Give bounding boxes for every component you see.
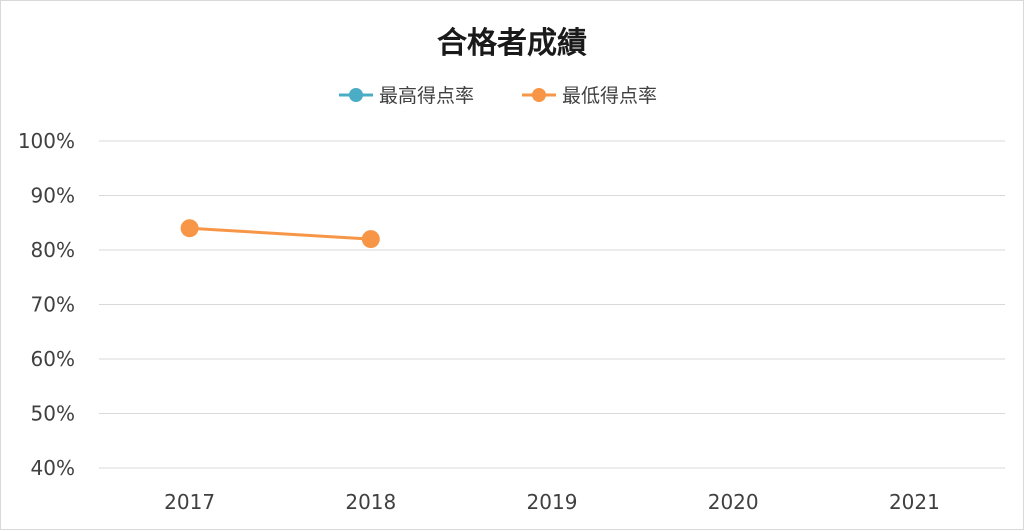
y-tick-label: 80% [31, 238, 75, 262]
y-axis: 100% 90% 80% 70% 60% 50% 40% [18, 129, 75, 480]
legend-label-min: 最低得点率 [562, 85, 657, 107]
x-tick-label: 2018 [345, 490, 396, 514]
y-tick-label: 70% [31, 293, 75, 317]
gridlines [99, 140, 1005, 469]
x-tick-label: 2019 [527, 490, 578, 514]
x-tick-label: 2020 [708, 490, 759, 514]
chart-title: 合格者成績 [437, 26, 587, 61]
legend-item-min[interactable]: 最低得点率 [522, 85, 657, 107]
legend-marker-min [532, 88, 546, 102]
legend-marker-max [349, 88, 363, 102]
y-tick-label: 100% [18, 129, 75, 153]
legend-item-max[interactable]: 最高得点率 [339, 85, 474, 107]
data-point[interactable] [180, 219, 199, 238]
y-tick-label: 90% [31, 184, 75, 208]
x-tick-label: 2021 [889, 490, 940, 514]
data-point[interactable] [361, 230, 380, 249]
x-tick-label: 2017 [164, 490, 215, 514]
series-1 [180, 219, 380, 249]
y-tick-label: 60% [31, 347, 75, 371]
legend-label-max: 最高得点率 [379, 85, 474, 107]
x-axis: 2017 2018 2019 2020 2021 [164, 490, 940, 514]
legend: 最高得点率 最低得点率 [339, 85, 657, 107]
series-line [189, 226, 371, 241]
y-tick-label: 50% [31, 402, 75, 426]
y-tick-label: 40% [31, 456, 75, 480]
series-layer [180, 219, 380, 249]
